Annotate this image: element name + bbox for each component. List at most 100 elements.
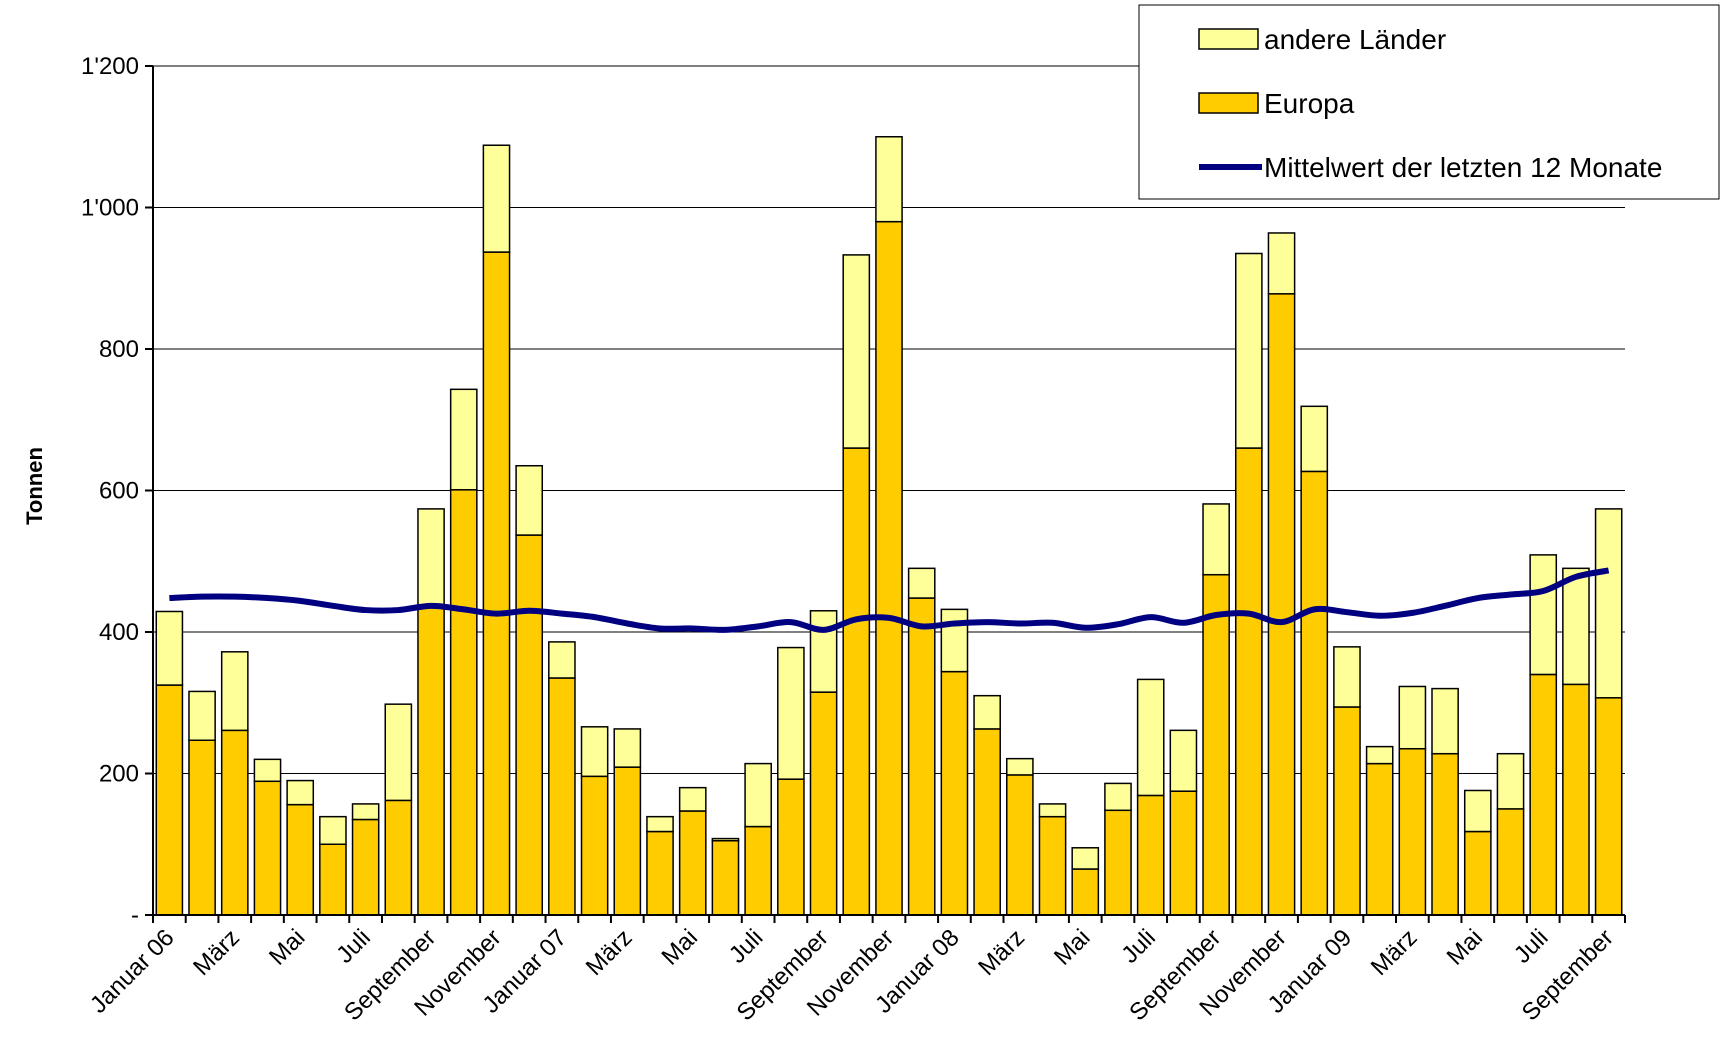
x-tick-labels: Januar 06 März Mai JuliSeptemberNovemberJan… [85,924,1619,1026]
bar-andere-laender [580,726,609,778]
bar-europa [449,489,478,916]
y-axis-label: Tonnen [22,447,47,525]
bar-europa [1431,752,1459,916]
bar-andere-laender [940,608,969,673]
bar-andere-laender [417,508,445,608]
bar-europa [613,766,642,916]
legend-swatch [1198,28,1259,50]
bar-europa [188,739,216,916]
bar-andere-laender [220,651,249,732]
bar-europa [351,818,380,916]
bar-andere-laender [1333,646,1361,708]
average-line-layer [169,567,1610,633]
bar-europa [155,684,184,916]
y-tick-label: 1'200 [81,53,139,80]
bar-europa [1398,747,1427,916]
x-tick-label: März [1366,924,1423,981]
bar-europa [940,670,969,916]
bar-europa [515,534,544,916]
bar-andere-laender [319,815,347,845]
bar-andere-laender [1365,745,1394,765]
bar-europa [875,220,903,916]
bar-andere-laender [1562,567,1590,686]
bar-europa [319,843,347,916]
bar-andere-laender [1234,252,1263,449]
bar-europa [777,778,805,916]
bar-europa [580,775,609,916]
bar-andere-laender [449,388,478,491]
bar-europa [417,606,445,916]
bar-andere-laender [1104,782,1132,812]
y-tick-label: 1'000 [81,195,139,222]
bar-europa [253,780,282,916]
bar-andere-laender [777,646,805,780]
bar-andere-laender [384,703,413,802]
bar-europa [286,803,315,916]
bar-andere-laender [1594,508,1623,699]
bar-europa [1267,293,1296,916]
y-tick-label: 200 [99,761,139,788]
axes [145,65,1626,923]
bar-andere-laender [155,610,184,686]
bar-andere-laender [1136,678,1165,797]
bar-europa [1594,697,1623,916]
bar-andere-laender [875,136,903,223]
bar-europa [482,251,511,916]
bar-andere-laender [973,694,1001,730]
legend-label: Mittelwert der letzten 12 Monate [1264,152,1662,183]
bar-europa [1496,808,1525,916]
bar-europa [1038,815,1067,916]
bar-andere-laender [744,762,772,828]
x-tick-label: Januar 06 [85,924,180,1019]
bar-andere-laender [1169,729,1198,792]
bar-andere-laender [1038,803,1067,818]
bar-andere-laender [613,728,642,768]
bar-andere-laender [646,815,674,833]
bar-europa [907,597,936,916]
bar-europa [1169,790,1198,916]
y-tick-label: 600 [99,478,139,505]
y-tick-label: 400 [99,619,139,646]
bar-europa [220,729,249,916]
bar-europa [1202,573,1230,916]
bar-andere-laender [253,758,282,783]
bar-andere-laender [1463,789,1492,833]
bar-andere-laender [1496,752,1525,810]
bar-andere-laender [351,803,380,821]
bar-andere-laender [1300,405,1329,473]
bar-andere-laender [1071,847,1100,870]
bar-andere-laender [286,779,315,806]
x-tick-label: März [973,924,1030,981]
bar-andere-laender [548,641,576,679]
bar-andere-laender [1006,757,1034,776]
x-tick-label: Juli [331,924,376,969]
bar-europa [1104,809,1132,916]
x-tick-label: März [581,924,638,981]
bar-andere-laender [1202,503,1230,576]
bar-europa [842,447,871,916]
x-tick-label: März [188,924,245,981]
x-tick-label: Juli [1116,924,1161,969]
bar-europa [1333,706,1361,916]
bar-europa [809,691,838,916]
y-tick-label: 800 [99,336,139,363]
legend-swatch [1198,92,1259,114]
bar-andere-laender [1431,687,1459,755]
bar-andere-laender [1398,685,1427,750]
bar-europa [1300,470,1329,916]
x-tick-label: Mai [1049,924,1095,970]
bar-andere-laender [678,786,707,812]
y-tick-labels: - 200 400 600 800 1'000 1'200 [81,53,139,929]
bar-europa [973,728,1001,916]
bar-europa [1234,447,1263,916]
bar-andere-laender [1267,232,1296,295]
bar-europa [548,677,576,916]
legend-label: Europa [1264,88,1355,119]
legend: andere Länder Europa Mittelwert der letzte… [1138,4,1720,200]
bar-europa [1463,830,1492,916]
bar-andere-laender [188,690,216,741]
y-tick-label: - [131,902,139,929]
bar-europa [711,839,740,916]
bar-europa [744,825,772,916]
